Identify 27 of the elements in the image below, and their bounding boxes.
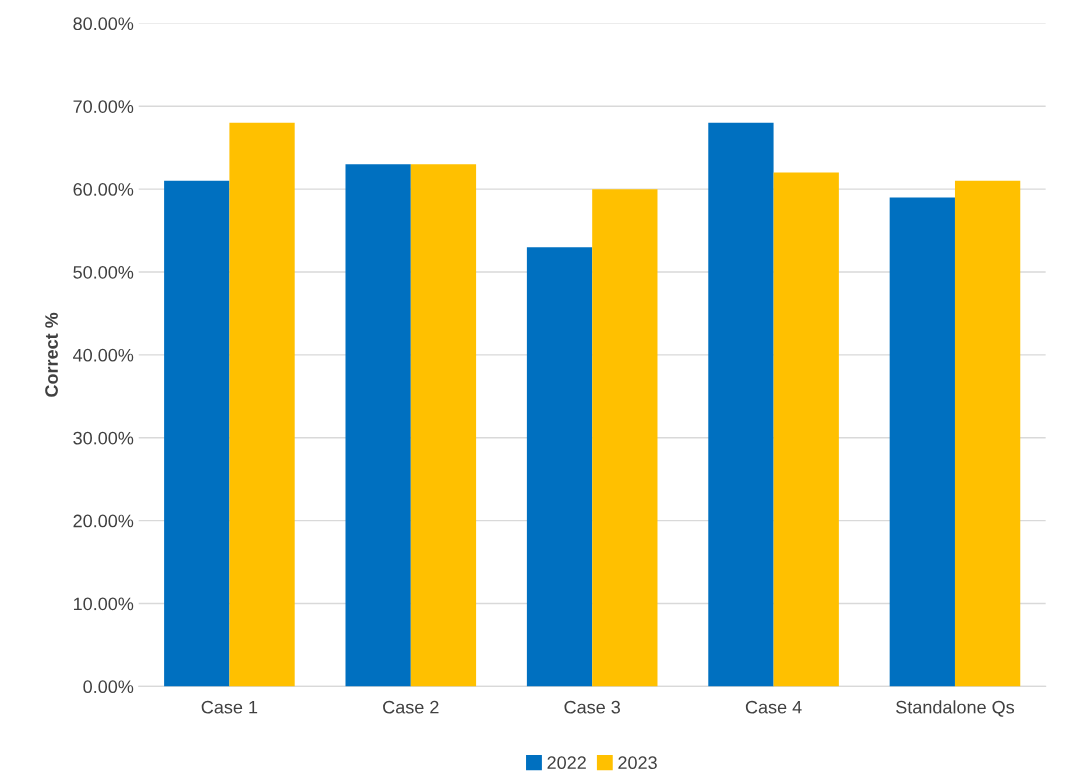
y-tick-label: 80.00% — [73, 17, 134, 31]
y-tick-label: 50.00% — [73, 265, 134, 279]
x-tick-label: Case 1 — [201, 700, 258, 714]
bar — [773, 172, 839, 687]
bar — [592, 189, 658, 687]
bar — [410, 164, 477, 687]
bar — [345, 164, 411, 687]
x-tick-label: Standalone Qs — [896, 700, 1015, 717]
bar — [889, 197, 955, 687]
bar — [708, 122, 774, 687]
y-tick-label: 0.00% — [83, 680, 134, 694]
bar — [526, 247, 593, 687]
x-tick-label: Case 4 — [745, 700, 802, 714]
y-tick-label: 30.00% — [73, 431, 134, 445]
x-tick-label: Case 2 — [383, 700, 439, 714]
y-tick-label: 60.00% — [73, 183, 134, 196]
y-tick-label: 40.00% — [73, 348, 134, 362]
y-tick-label: 20.00% — [73, 514, 134, 528]
y-axis-title: Correct % — [45, 312, 58, 397]
bar — [164, 180, 230, 687]
legend-label: 2022 — [547, 756, 586, 770]
y-tick-label: 10.00% — [73, 597, 134, 611]
legend-label: 2023 — [618, 756, 657, 770]
bar — [229, 122, 295, 687]
y-tick-label: 70.00% — [73, 100, 134, 113]
bar — [954, 180, 1021, 687]
x-tick-label: Case 3 — [564, 700, 620, 714]
